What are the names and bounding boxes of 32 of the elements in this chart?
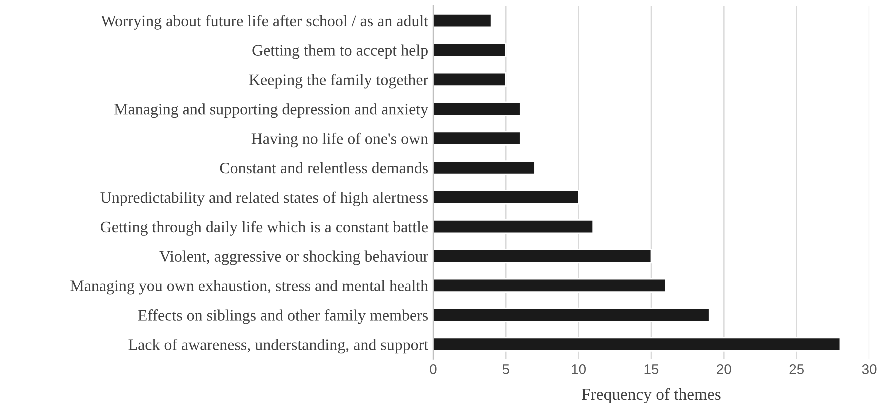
y-tick-label: Managing you own exhaustion, stress and mental health — [70, 280, 428, 295]
y-tick-label: Getting them to accept help — [252, 44, 428, 60]
x-tick-label: 15 — [644, 364, 659, 374]
y-tick-label: Having no life of one's own — [252, 132, 428, 148]
x-tick-label: 10 — [572, 364, 586, 374]
bar — [433, 160, 536, 176]
bar — [433, 337, 842, 352]
bar — [433, 102, 522, 116]
y-tick-label: Worrying about future life after school / as an adult — [101, 15, 428, 30]
y-tick-label: Effects on siblings and other family members — [138, 310, 428, 324]
x-tick-label: 5 — [502, 364, 510, 374]
bar — [433, 131, 522, 146]
y-tick-label: Violent, aggressive or shocking behaviour — [160, 250, 428, 266]
x-axis-title: Frequency of themes — [582, 388, 721, 404]
bar — [433, 278, 667, 294]
y-tick-label: Keeping the family together — [249, 74, 428, 89]
bar — [433, 72, 507, 87]
y-tick-label: Getting through daily life which is a constant battle — [101, 221, 428, 236]
y-tick-label: Lack of awareness, understanding, and support — [128, 338, 428, 354]
bar — [433, 248, 652, 264]
bar — [433, 308, 710, 322]
x-tick-label: 20 — [717, 364, 732, 374]
y-tick-label: Constant and relentless demands — [220, 162, 428, 174]
y-tick-label: Managing and supporting depression and anxiety — [114, 104, 429, 118]
y-tick-label: Unpredictability and related states of high alertness — [100, 192, 428, 206]
bar — [433, 190, 580, 205]
x-tick-label: 0 — [430, 364, 437, 374]
bar — [433, 13, 492, 28]
x-tick-label: 30 — [862, 364, 877, 374]
bar — [433, 220, 594, 234]
bar — [433, 42, 507, 58]
x-tick-label: 25 — [790, 364, 804, 374]
